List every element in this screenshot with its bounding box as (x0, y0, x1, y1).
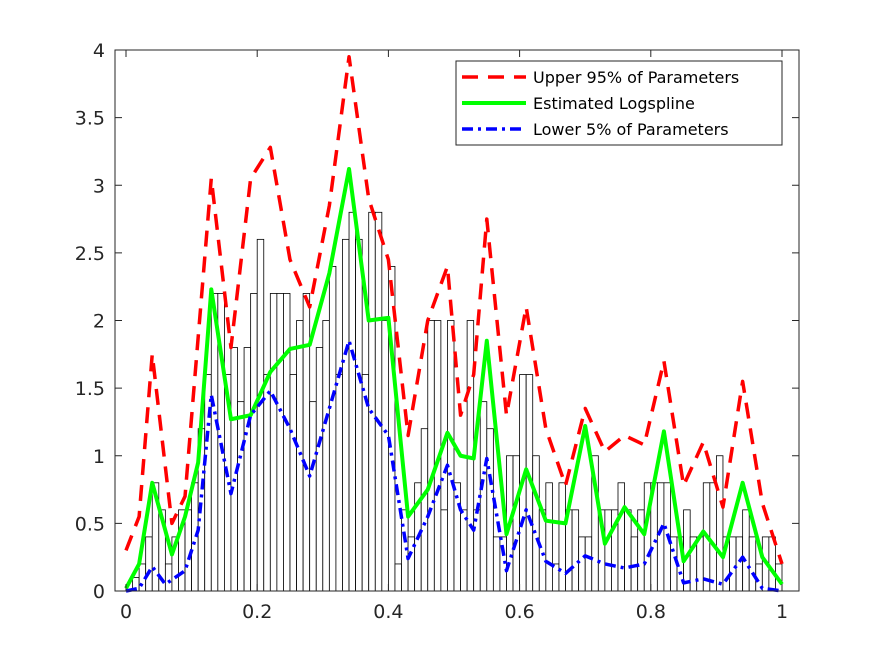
x-tick-label: 0.4 (373, 601, 403, 623)
histogram-bar (289, 374, 297, 592)
histogram-bar (322, 320, 330, 592)
y-tick-label: 0.5 (75, 513, 105, 535)
y-tick-label: 1 (93, 446, 105, 468)
histogram-bar (486, 428, 494, 592)
histogram-bar (532, 455, 540, 592)
histogram-bar (545, 482, 553, 592)
y-tick-label: 3.5 (75, 108, 105, 130)
histogram-bar (276, 293, 284, 592)
x-tick-label: 0.8 (636, 601, 666, 623)
histogram-bar (374, 211, 383, 592)
histogram-bar (355, 238, 363, 592)
histogram-bar (243, 347, 252, 592)
histogram-bar (696, 536, 704, 592)
histogram-bar (328, 265, 337, 592)
series-line-1 (124, 55, 784, 565)
y-tick-label: 1.5 (75, 378, 105, 400)
histogram-bar (748, 536, 757, 592)
legend-label-3: Lower 5% of Parameters (533, 120, 729, 139)
histogram-bar (656, 482, 665, 592)
histogram-bar (296, 320, 304, 592)
histogram-bar (394, 563, 402, 592)
histogram-bar (427, 320, 435, 592)
histogram-bar (368, 211, 376, 592)
histogram-bar (473, 509, 481, 592)
y-tick-label: 2.5 (75, 243, 105, 265)
histogram-bar (552, 563, 560, 592)
histogram-bar (256, 238, 265, 592)
histogram-bar (512, 455, 520, 592)
histogram-bar (263, 374, 271, 592)
series-line-3 (125, 339, 783, 593)
histogram-bar (237, 401, 245, 592)
histogram-bar (269, 293, 278, 592)
histogram-bar (729, 536, 737, 592)
histogram-bar (283, 293, 291, 592)
histogram-bar (584, 536, 593, 592)
histogram-bar (309, 401, 317, 592)
y-tick-label: 2 (93, 311, 105, 333)
legend: Upper 95% of Parameters Estimated Logspli… (455, 60, 783, 146)
histogram-bar (492, 536, 501, 592)
x-tick-label: 1 (776, 601, 788, 623)
histogram-bar (637, 509, 645, 592)
histogram-bar (164, 563, 173, 592)
histogram-bar (709, 482, 717, 592)
y-tick-label: 4 (93, 40, 105, 62)
x-tick-label: 0 (120, 601, 132, 623)
histogram-bar (342, 238, 350, 592)
y-tick-label: 3 (93, 175, 105, 197)
histogram-bar (742, 509, 750, 592)
x-tick-label: 0.6 (504, 601, 534, 623)
legend-label-1: Upper 95% of Parameters (533, 68, 739, 87)
histogram-bar (335, 374, 343, 592)
histogram-bar (578, 536, 586, 592)
histogram-bar (348, 211, 357, 592)
histogram-bar (460, 509, 468, 592)
series-lines (124, 55, 784, 593)
series-line-2 (124, 167, 784, 590)
histogram-bar (604, 509, 612, 592)
histogram-bar (361, 374, 370, 592)
y-tick-label: 0 (93, 581, 105, 603)
histogram-bar (447, 320, 455, 592)
histogram-bar (250, 293, 258, 592)
histogram-bar (617, 482, 625, 592)
histogram-bar (716, 455, 724, 592)
x-tick-label: 0.2 (242, 601, 272, 623)
histogram-bar (571, 509, 580, 592)
histogram-bar (401, 509, 409, 592)
axis-ticks: 0 0.2 0.4 0.6 0.8 1 0 0.5 1 1.5 2 2.5 3 3.5 4 (75, 40, 799, 623)
legend-label-2: Estimated Logspline (533, 94, 695, 113)
histogram-bar (302, 293, 311, 592)
histogram-bar (381, 320, 389, 592)
histogram-bar (624, 509, 632, 592)
histogram-bar (440, 509, 448, 592)
histogram-bar (145, 536, 153, 592)
histogram-bar (453, 482, 461, 592)
histogram-bar (420, 428, 429, 592)
histogram-bar (735, 536, 744, 592)
histogram-bar (315, 347, 324, 592)
